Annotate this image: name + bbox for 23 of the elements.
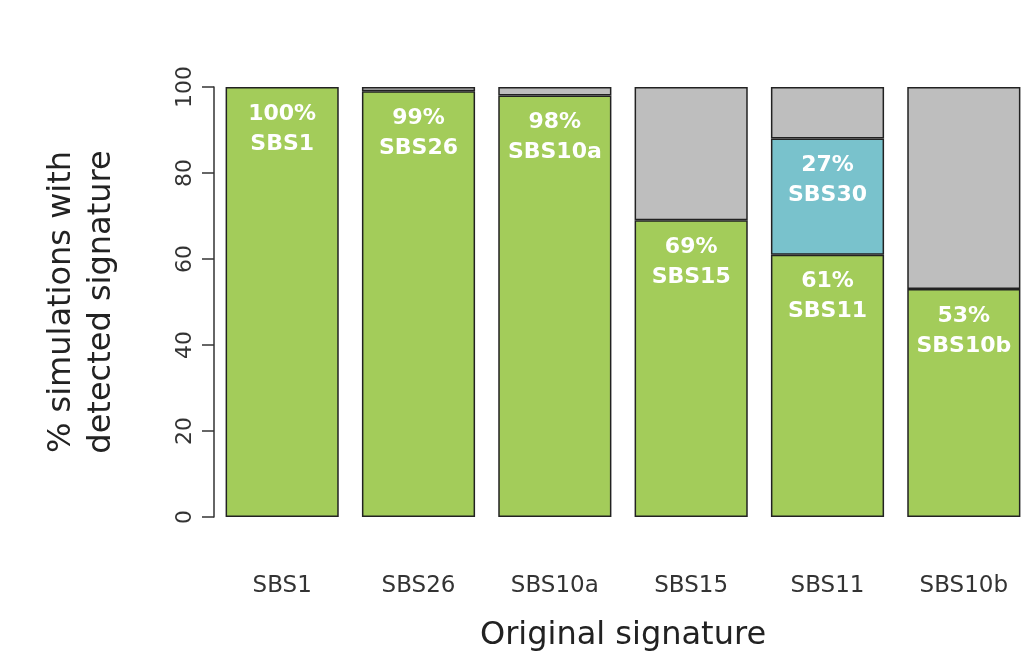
x-axis-title: Original signature bbox=[479, 614, 767, 652]
x-tick-label: SBS15 bbox=[654, 570, 729, 597]
y-tick-label: 60 bbox=[170, 245, 196, 273]
y-tick-label: 40 bbox=[170, 331, 196, 359]
data-label: 98% SBS10a bbox=[507, 108, 602, 164]
data-label: 53% SBS10b bbox=[916, 301, 1012, 357]
data-label: 27% SBS30 bbox=[787, 151, 868, 207]
y-axis-title: % simulations with detected signature bbox=[40, 150, 118, 454]
data-label: 61% SBS11 bbox=[787, 267, 868, 323]
y-tick-label: 0 bbox=[170, 510, 196, 524]
x-tick-label: SBS10a bbox=[510, 570, 599, 597]
y-tick-label: 80 bbox=[170, 159, 196, 187]
x-tick-label: SBS10b bbox=[919, 570, 1009, 597]
bar bbox=[225, 87, 339, 517]
x-tick-label: SBS1 bbox=[252, 570, 312, 597]
x-tick-label: SBS26 bbox=[381, 570, 456, 597]
data-label: 69% SBS15 bbox=[651, 232, 731, 288]
y-tick-label: 100 bbox=[170, 66, 196, 108]
x-tick-label: SBS11 bbox=[790, 570, 865, 597]
bar bbox=[361, 91, 476, 517]
data-label: 99% SBS26 bbox=[378, 103, 459, 159]
data-label: 100% SBS1 bbox=[248, 99, 317, 155]
y-tick-label: 20 bbox=[170, 417, 196, 445]
